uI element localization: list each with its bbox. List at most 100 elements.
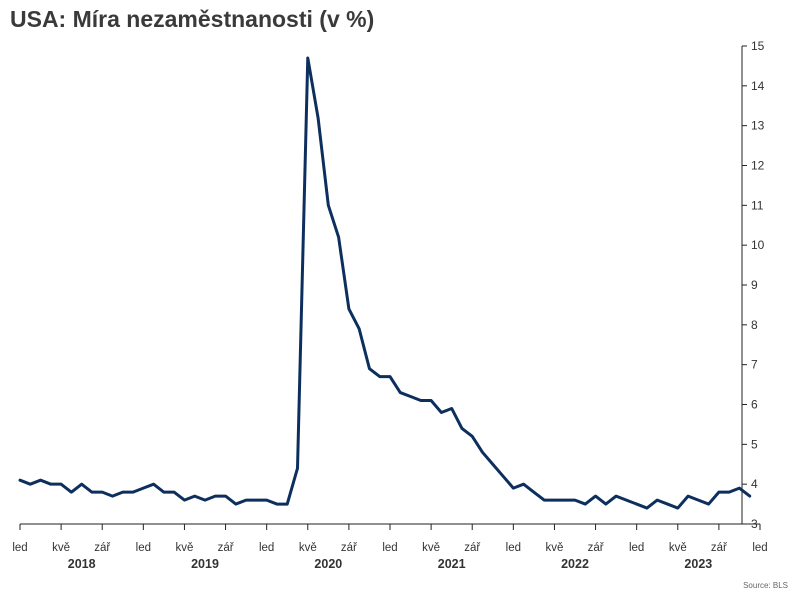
data-point [80,483,83,486]
data-point [717,491,720,494]
data-point [471,435,474,438]
data-point [121,491,124,494]
x-tick-label: led [12,542,27,554]
data-point [347,307,350,310]
y-tick-label: 12 [751,159,765,173]
data-point [296,467,299,470]
data-point [512,487,515,490]
data-point [656,499,659,502]
data-point [142,487,145,490]
data-point [419,399,422,402]
data-point [563,499,566,502]
y-tick-label: 13 [751,119,765,133]
x-tick-label: led [752,542,767,554]
x-tick-label: zář [341,542,358,554]
data-point [286,503,289,506]
data-point [604,503,607,506]
data-point [389,375,392,378]
x-tick-label: kvě [175,542,193,554]
x-tick-label: zář [218,542,235,554]
y-tick-label: 4 [751,477,758,491]
data-point [132,491,135,494]
x-year-label: 2023 [684,557,712,571]
data-point [234,503,237,506]
y-tick-label: 8 [751,318,758,332]
data-point [152,483,155,486]
data-point [255,499,258,502]
data-point [491,463,494,466]
data-point [90,491,93,494]
data-point [111,495,114,498]
data-point [625,499,628,502]
data-point [70,491,73,494]
data-point [265,499,268,502]
y-tick-label: 11 [751,198,764,212]
data-point [275,503,278,506]
series-line [18,56,752,510]
data-point [173,491,176,494]
y-tick-label: 5 [751,437,758,451]
data-point [553,499,556,502]
data-point [615,495,618,498]
x-year-label: 2019 [191,557,219,571]
x-tick-label: zář [464,542,481,554]
data-point [162,491,165,494]
x-tick-label: led [629,542,644,554]
data-point [368,367,371,370]
y-tick-label: 14 [751,79,765,93]
data-point [460,427,463,430]
x-tick-label: zář [711,542,728,554]
x-year-label: 2018 [68,557,96,571]
x-tick-label: kvě [545,542,563,554]
x-tick-label: kvě [299,542,317,554]
data-point [728,491,731,494]
data-point [697,499,700,502]
x-tick-label: kvě [669,542,687,554]
y-tick-label: 10 [751,238,765,252]
data-point [378,375,381,378]
data-point [687,495,690,498]
x-tick-label: led [136,542,151,554]
data-point [676,507,679,510]
data-point [49,483,52,486]
data-point [306,56,309,59]
data-point [481,451,484,454]
data-point [584,503,587,506]
data-point [594,495,597,498]
data-point [738,487,741,490]
data-point [214,495,217,498]
series-layer [18,56,752,510]
data-point [440,411,443,414]
data-point [337,236,340,239]
data-point [522,483,525,486]
data-point [224,495,227,498]
data-point [317,116,320,119]
x-year-label: 2021 [438,557,466,571]
data-point [101,491,104,494]
data-point [327,204,330,207]
data-point [19,479,22,482]
x-year-label: 2020 [314,557,342,571]
data-point [245,499,248,502]
chart-title: USA: Míra nezaměstnanosti (v %) [10,6,375,32]
data-point [645,507,648,510]
x-tick-label: zář [94,542,111,554]
data-point [399,391,402,394]
data-point [635,503,638,506]
x-tick-label: led [506,542,521,554]
data-point [204,499,207,502]
data-point [430,399,433,402]
x-tick-label: kvě [422,542,440,554]
data-point [39,479,42,482]
y-tick-label: 15 [751,39,765,53]
data-point [183,499,186,502]
y-tick-label: 6 [751,398,758,412]
data-point [450,407,453,410]
data-point [60,483,63,486]
x-tick-label: led [382,542,397,554]
data-point [193,495,196,498]
x-tick-label: zář [588,542,605,554]
data-point [358,327,361,330]
